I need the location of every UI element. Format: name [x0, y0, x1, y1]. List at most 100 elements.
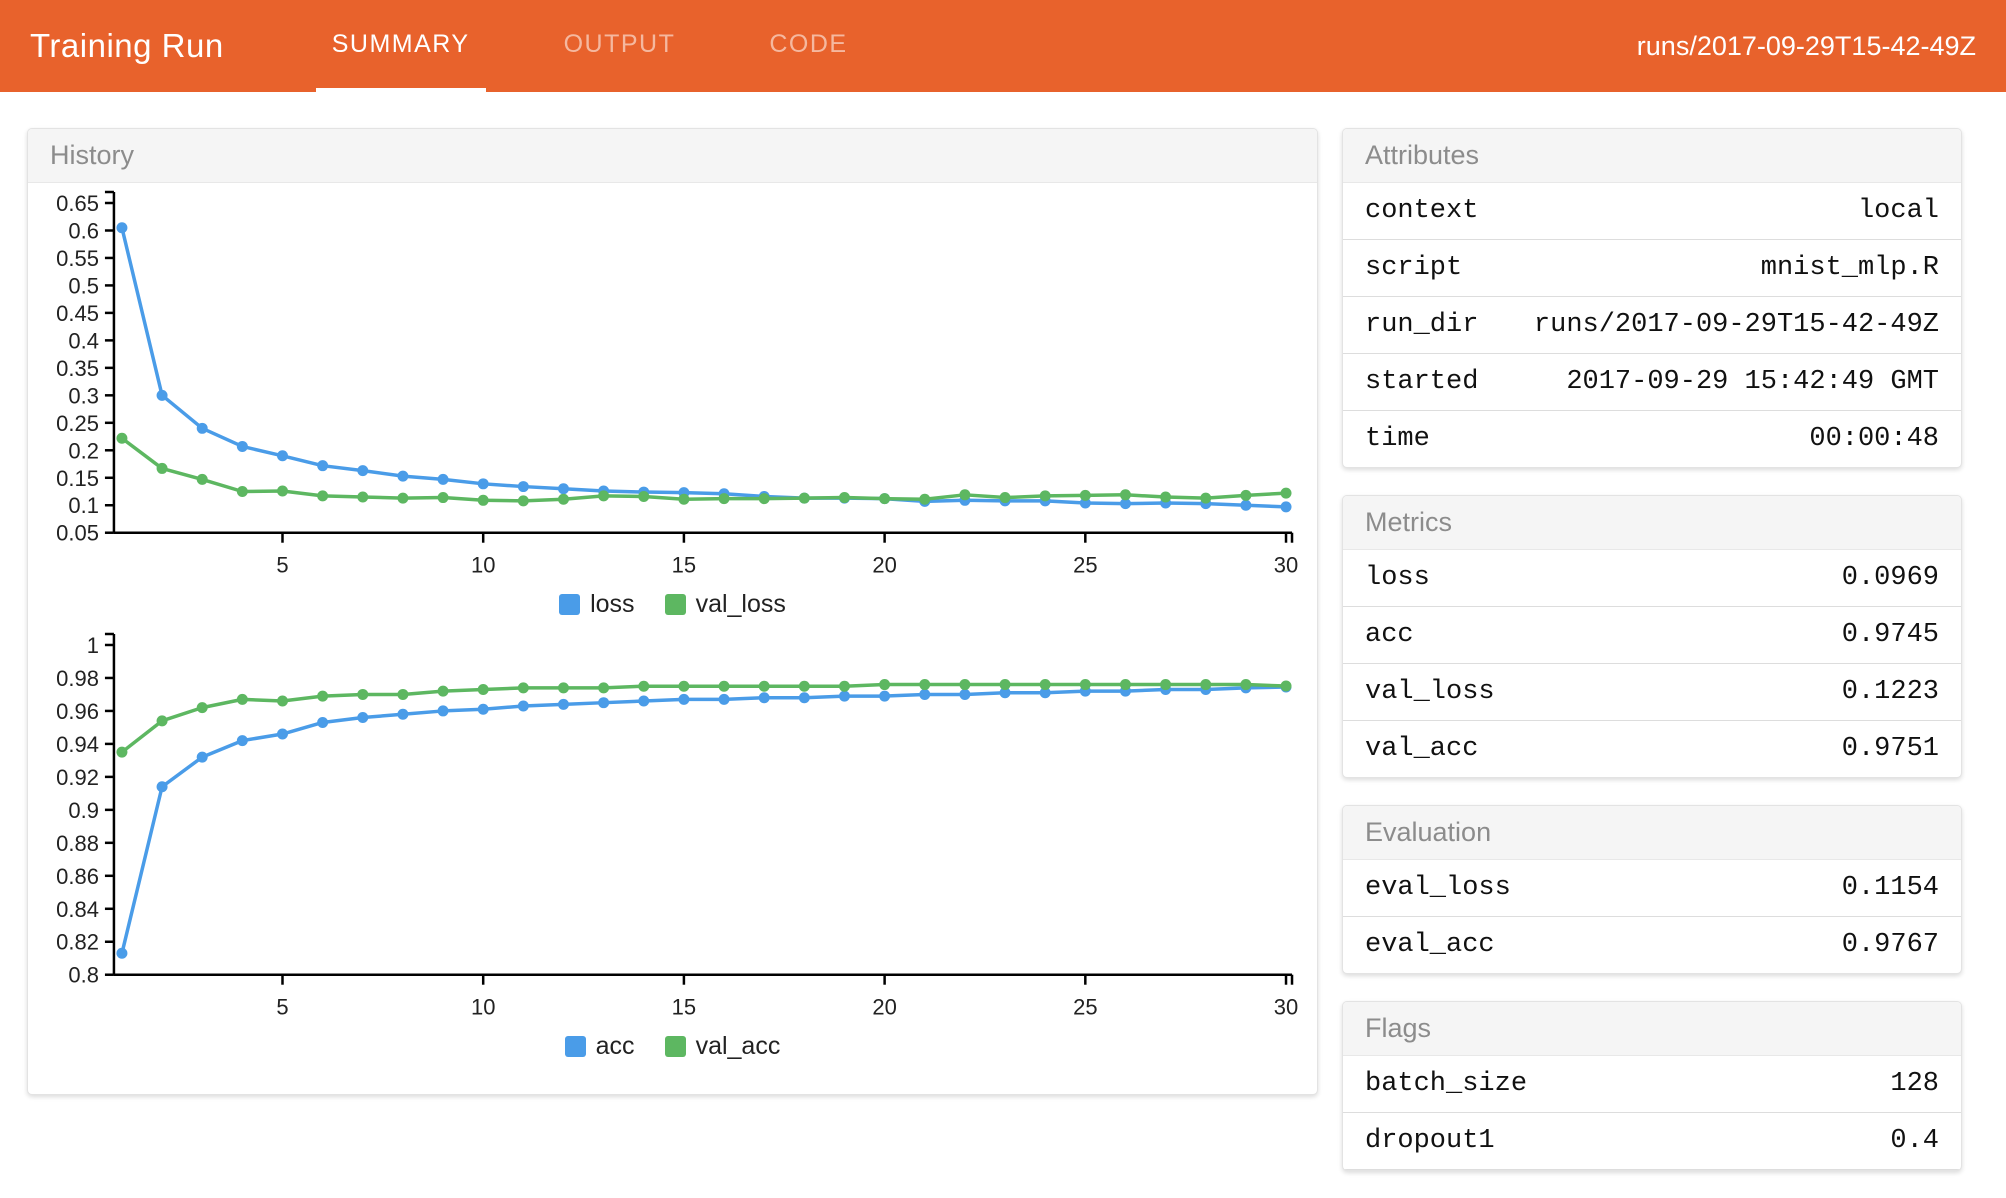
- summary-sidebar: Attributes context local script mnist_mlp.R…: [1342, 128, 1962, 1198]
- table-row: run_dir runs/2017-09-29T15-42-49Z: [1343, 297, 1961, 354]
- row-key: batch_size: [1365, 1069, 1528, 1099]
- svg-text:30: 30: [1274, 994, 1298, 1019]
- evaluation-panel-title: Evaluation: [1343, 806, 1961, 860]
- svg-text:0.05: 0.05: [56, 521, 99, 546]
- svg-text:0.92: 0.92: [56, 765, 99, 790]
- svg-text:0.82: 0.82: [56, 929, 99, 954]
- legend-entry-acc: acc: [564, 1031, 635, 1061]
- table-row: batch_size 128: [1343, 1056, 1961, 1113]
- svg-text:0.4: 0.4: [68, 328, 99, 353]
- svg-text:0.1: 0.1: [68, 493, 99, 518]
- legend-label: val_acc: [695, 1031, 781, 1060]
- app-title: Training Run: [30, 27, 224, 64]
- legend-entry-loss: loss: [559, 590, 635, 619]
- attributes-panel: Attributes context local script mnist_mlp.R…: [1342, 128, 1962, 468]
- svg-text:30: 30: [1274, 553, 1298, 578]
- svg-text:0.86: 0.86: [56, 863, 99, 888]
- chart-legend: loss val_loss: [28, 585, 1317, 625]
- table-row: context local: [1343, 183, 1961, 240]
- run-directory-label: runs/2017-09-29T15-42-49Z: [1636, 30, 1976, 61]
- svg-text:1: 1: [87, 633, 99, 658]
- svg-text:0.6: 0.6: [68, 218, 99, 243]
- row-value: 0.1154: [1841, 873, 1939, 903]
- row-key: eval_acc: [1365, 930, 1495, 960]
- svg-text:15: 15: [672, 994, 696, 1019]
- row-value: 0.9745: [1841, 620, 1939, 650]
- metrics-panel: Metrics loss 0.0969 acc 0.9745 val_loss 0.122…: [1342, 495, 1962, 778]
- table-row: time 00:00:48: [1343, 411, 1961, 467]
- table-row: acc 0.9745: [1343, 607, 1961, 664]
- row-value: 0.4: [1890, 1126, 1939, 1156]
- table-row: val_loss 0.1223: [1343, 664, 1961, 721]
- svg-text:0.98: 0.98: [56, 666, 99, 691]
- row-key: context: [1365, 196, 1479, 226]
- table-row: loss 0.0969: [1343, 550, 1961, 607]
- legend-swatch-val_acc: [664, 1035, 686, 1057]
- row-value: 0.9767: [1841, 930, 1939, 960]
- svg-text:0.15: 0.15: [56, 466, 99, 491]
- svg-text:25: 25: [1073, 994, 1097, 1019]
- history-panel: History 0.65 0.6 0.55 0.5 0.45 0.4 0.35 0.3 0.25…: [27, 128, 1318, 1095]
- svg-text:10: 10: [471, 994, 495, 1019]
- svg-text:5: 5: [276, 553, 288, 578]
- svg-text:25: 25: [1073, 553, 1097, 578]
- legend-swatch-val_loss: [664, 594, 686, 616]
- row-key: started: [1365, 367, 1479, 397]
- row-key: time: [1365, 424, 1430, 454]
- row-value: runs/2017-09-29T15-42-49Z: [1533, 310, 1939, 340]
- row-key: script: [1365, 253, 1463, 283]
- svg-text:15: 15: [672, 553, 696, 578]
- row-key: loss: [1365, 563, 1430, 593]
- tab-summary[interactable]: SUMMARY: [315, 0, 486, 92]
- svg-text:0.84: 0.84: [56, 896, 99, 921]
- tab-code[interactable]: CODE: [769, 29, 848, 58]
- attributes-table: context local script mnist_mlp.R run_dir runs…: [1343, 183, 1961, 467]
- chart-legend: acc val_acc: [28, 1026, 1317, 1066]
- svg-text:0.25: 0.25: [56, 411, 99, 436]
- svg-text:0.96: 0.96: [56, 699, 99, 724]
- header-tabs: SUMMARY OUTPUT CODE: [315, 0, 926, 92]
- main-content: History 0.65 0.6 0.55 0.5 0.45 0.4 0.35 0.3 0.25…: [27, 128, 1962, 1198]
- svg-text:20: 20: [872, 553, 896, 578]
- svg-text:5: 5: [276, 994, 288, 1019]
- legend-label: loss: [590, 590, 635, 619]
- metrics-panel-title: Metrics: [1343, 496, 1961, 550]
- svg-text:0.35: 0.35: [56, 356, 99, 381]
- row-value: 00:00:48: [1809, 424, 1939, 454]
- table-row: script mnist_mlp.R: [1343, 240, 1961, 297]
- svg-text:0.55: 0.55: [56, 246, 99, 271]
- app-header: Training Run SUMMARY OUTPUT CODE runs/20…: [0, 0, 2006, 92]
- tab-output[interactable]: OUTPUT: [563, 29, 676, 58]
- metrics-table: loss 0.0969 acc 0.9745 val_loss 0.1223 val_acc…: [1343, 550, 1961, 777]
- row-value: mnist_mlp.R: [1760, 253, 1939, 283]
- table-row: eval_loss 0.1154: [1343, 860, 1961, 917]
- svg-text:0.3: 0.3: [68, 383, 99, 408]
- attributes-panel-title: Attributes: [1343, 129, 1961, 183]
- table-row: started 2017-09-29 15:42:49 GMT: [1343, 354, 1961, 411]
- flags-table: batch_size 128 dropout1 0.4: [1343, 1056, 1961, 1170]
- svg-text:0.65: 0.65: [56, 191, 99, 216]
- table-row: eval_acc 0.9767: [1343, 917, 1961, 973]
- row-key: acc: [1365, 620, 1414, 650]
- evaluation-table: eval_loss 0.1154 eval_acc 0.9767: [1343, 860, 1961, 973]
- loss-history-chart: 0.65 0.6 0.55 0.5 0.45 0.4 0.35 0.3 0.25 0.2 0.15 0…: [28, 183, 1317, 625]
- svg-text:0.9: 0.9: [68, 798, 99, 823]
- legend-swatch-loss: [559, 594, 581, 616]
- row-value: 0.1223: [1841, 677, 1939, 707]
- row-key: eval_loss: [1365, 873, 1511, 903]
- svg-text:0.88: 0.88: [56, 831, 99, 856]
- row-key: run_dir: [1365, 310, 1479, 340]
- svg-text:0.8: 0.8: [68, 962, 99, 987]
- svg-text:10: 10: [471, 553, 495, 578]
- row-key: val_loss: [1365, 677, 1495, 707]
- legend-label: acc: [595, 1031, 635, 1060]
- legend-entry-val_acc: val_acc: [664, 1031, 781, 1061]
- svg-text:20: 20: [872, 994, 896, 1019]
- table-row: val_acc 0.9751: [1343, 721, 1961, 777]
- row-value: 0.9751: [1841, 734, 1939, 764]
- table-row: dropout1 0.4: [1343, 1113, 1961, 1170]
- flags-panel: Flags batch_size 128 dropout1 0.4: [1342, 1001, 1962, 1171]
- row-value: local: [1857, 196, 1939, 226]
- svg-text:0.2: 0.2: [68, 438, 99, 463]
- svg-text:0.94: 0.94: [56, 732, 99, 757]
